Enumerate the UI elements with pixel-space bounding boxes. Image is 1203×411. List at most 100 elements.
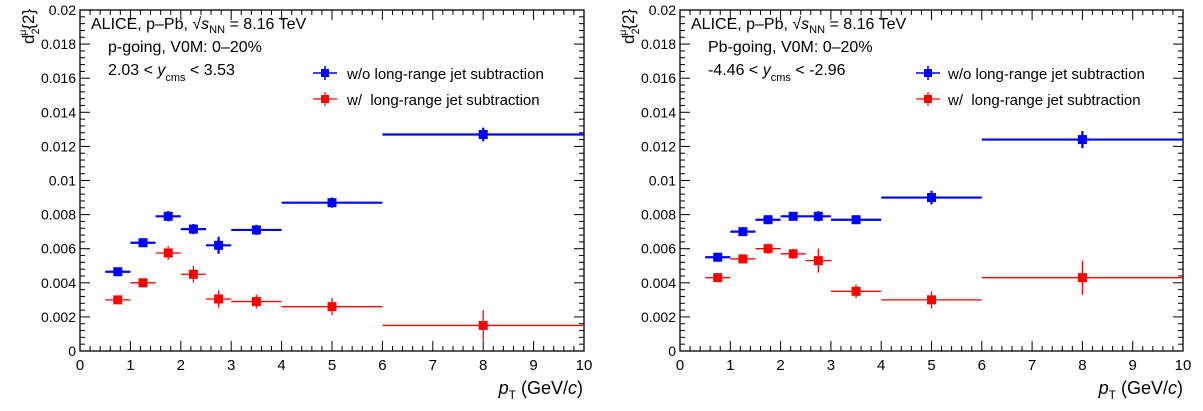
data-point [755,215,781,225]
data-point [130,278,156,288]
y-axis-label: d2μ{2} [18,9,42,44]
x-tick-label: 6 [978,357,986,374]
legend-entry-red: w/ long-range jet subtraction [313,92,540,109]
y-tick-labels: 0 0.002 0.004 0.006 0.008 0.01 0.012 0.014 0.016… [41,2,76,359]
marker [113,295,123,305]
marker [851,286,861,296]
data-point [231,224,282,236]
x-tick-label: 0 [76,357,84,374]
tick-marks [79,9,585,352]
marker [813,211,823,221]
marker [788,211,798,221]
series-red [105,246,584,341]
header-line-1: ALICE, p–Pb, √sNN = 8.16 TeV [91,16,306,36]
data-point [780,211,806,221]
legend-entry-red: w/ long-range jet subtraction [916,92,1141,109]
x-tick-labels: 0 1 2 3 4 5 6 7 8 9 10 [676,357,1192,374]
x-tick-labels: 0 1 2 3 4 5 6 7 8 9 10 [76,357,593,374]
data-point [382,310,584,341]
x-tick-label: 8 [479,357,487,374]
legend-entry-blue: w/o long-range jet subtraction [916,66,1145,83]
data-point [705,273,731,283]
marker [1077,135,1087,145]
data-point [881,190,982,205]
header-line-3: -4.46 < ycms < -2.96 [708,62,846,84]
data-point [755,243,781,254]
y-tick-label: 0.014 [41,104,76,120]
x-tick-label: 5 [927,357,935,374]
marker [478,320,488,330]
legend: w/o long-range jet subtraction w/ long-r… [313,66,544,109]
marker [327,198,337,208]
y-tick-label: 0.006 [41,241,76,257]
header-line-3: 2.03 < ycms < 3.53 [108,62,235,84]
data-point [231,294,282,309]
data-point [830,284,882,299]
marker [763,244,773,254]
marker [713,273,723,283]
data-point [105,295,131,305]
marker [813,256,823,266]
data-point [705,252,731,262]
legend: w/o long-range jet subtraction w/ long-r… [916,66,1145,109]
data-point [105,267,131,277]
x-tick-label: 2 [177,357,185,374]
x-tick-label: 8 [1078,357,1086,374]
y-tick-label: 0.01 [49,173,76,189]
marker [251,225,261,235]
x-tick-label: 5 [328,357,336,374]
data-point [730,254,756,264]
y-tick-labels: 0 0.002 0.004 0.006 0.008 0.01 0.012 0.014 0.016… [641,2,676,359]
y-axis-label: d2μ{2} [618,9,642,44]
legend-label-blue: w/o long-range jet subtraction [346,66,544,83]
y-tick-label: 0.014 [641,104,676,120]
y-tick-label: 0 [668,343,676,359]
y-tick-label: 0.002 [41,309,76,325]
y-tick-label: 0.006 [641,241,676,257]
data-point [881,291,982,309]
y-tick-label: 0.012 [641,138,676,154]
x-tick-label: 10 [576,357,593,374]
left-panel: 0 0.002 0.004 0.006 0.008 0.01 0.012 0.014 0.016… [18,2,592,402]
header-line-2: Pb-going, V0M: 0–20% [708,39,873,56]
x-tick-label: 3 [827,357,835,374]
marker [478,129,488,139]
x-axis-label: pT (GeV/c) [498,378,583,402]
marker [188,224,198,234]
x-tick-label: 1 [126,357,134,374]
marker [927,193,936,203]
marker [214,294,224,304]
data-point [180,223,206,235]
marker [163,248,173,258]
marker [138,238,148,248]
marker [763,215,773,225]
data-point [730,227,756,237]
marker [188,269,198,279]
y-tick-label: 0.008 [641,207,676,223]
x-tick-label: 4 [877,357,885,374]
y-tick-label: 0.016 [641,70,676,86]
data-point [155,246,181,260]
x-tick-label: 9 [529,357,537,374]
data-point [805,248,831,273]
y-tick-label: 0.002 [641,309,676,325]
data-point [382,127,584,142]
header-line-1: ALICE, p–Pb, √sNN = 8.16 TeV [691,16,906,36]
marker [251,297,261,307]
legend-entry-blue: w/o long-range jet subtraction [313,66,544,83]
header-line-2: p-going, V0M: 0–20% [108,39,262,56]
x-tick-label: 9 [1129,357,1137,374]
marker [851,215,861,225]
y-tick-label: 0.02 [49,2,76,18]
marker [927,295,936,305]
x-tick-label: 3 [227,357,235,374]
x-tick-label: 4 [277,357,285,374]
series-blue [705,131,1183,262]
marker [713,252,723,262]
data-point [180,265,206,283]
marker [738,227,748,237]
marker [138,278,148,288]
x-tick-label: 7 [1028,357,1036,374]
y-tick-label: 0.018 [641,36,676,52]
y-tick-label: 0.02 [649,2,676,18]
